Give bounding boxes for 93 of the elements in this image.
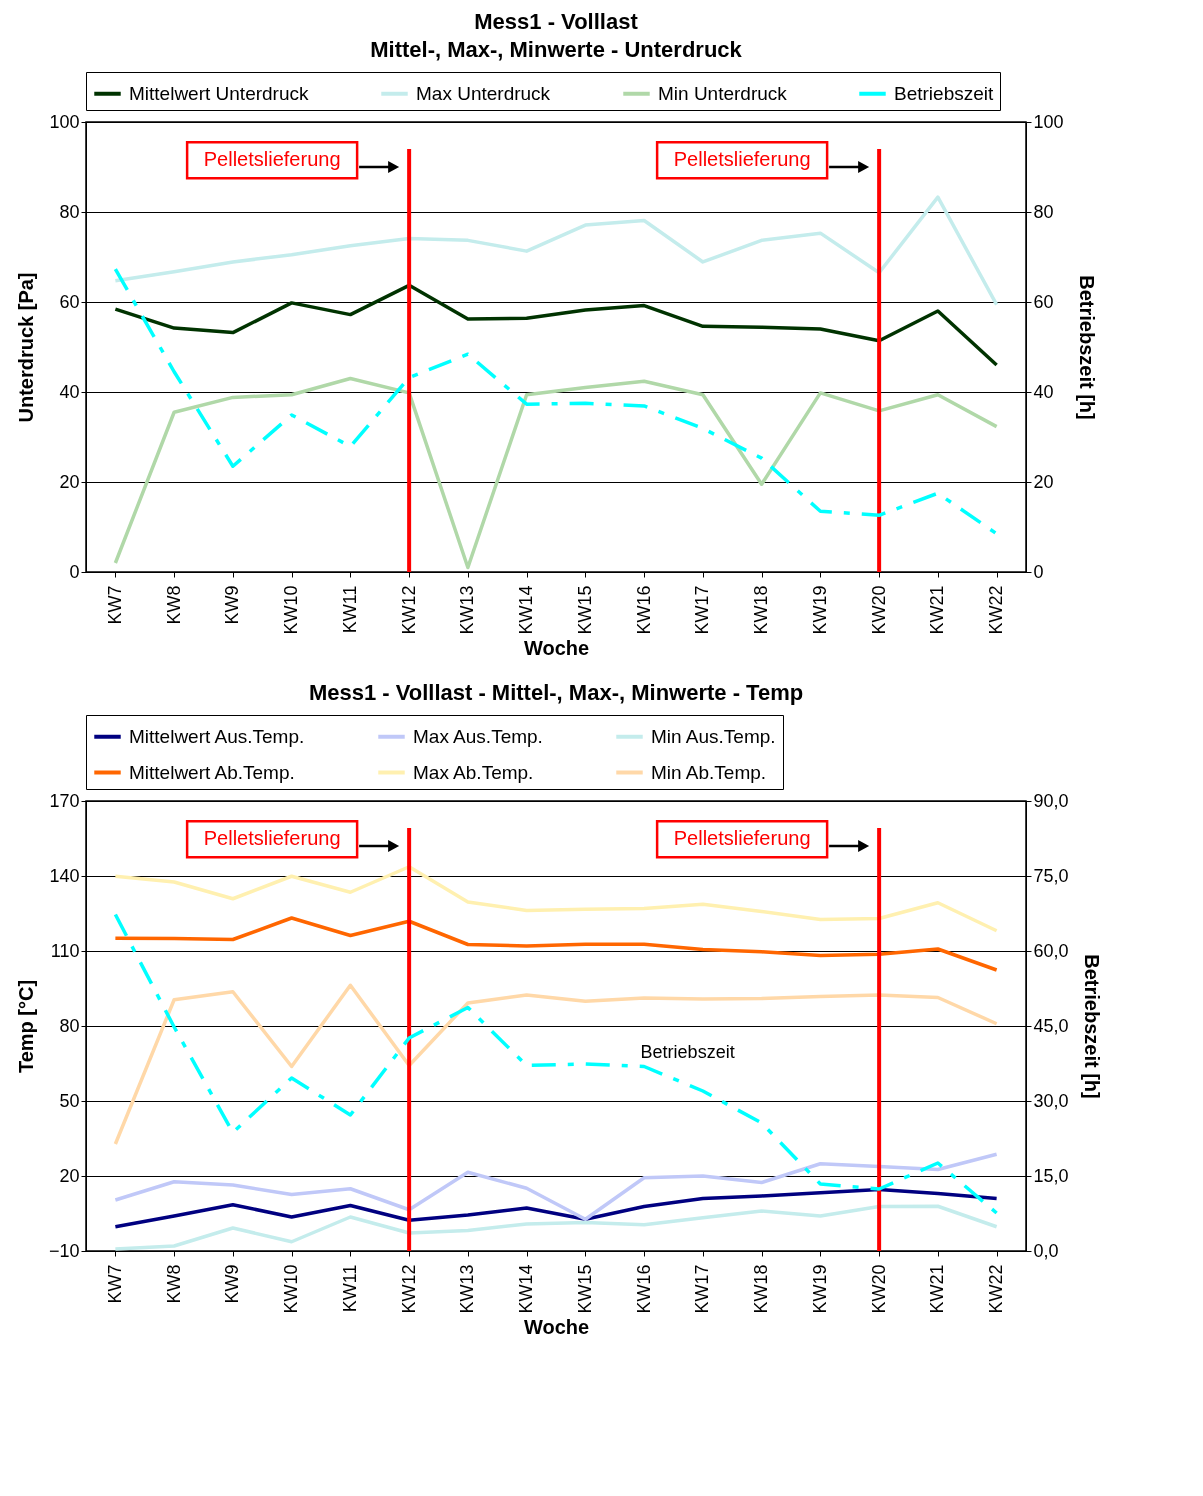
y-tick-label: 80 [59, 201, 80, 222]
y-tick-label: 110 [50, 940, 80, 961]
x-tick-label: KW12 [398, 1264, 419, 1314]
x-tick-label: KW21 [927, 1264, 948, 1314]
y-tick-label: 20 [59, 471, 80, 492]
y-tick-label: −10 [48, 1240, 80, 1261]
chart-subtitle: Mittel-, Max-, Minwerte - Unterdruck [370, 36, 743, 62]
y2-tick-label: 0,0 [1033, 1240, 1059, 1261]
legend-label: Mittelwert Unterdruck [129, 82, 309, 104]
chart-title: Mess1 - Volllast - Mittel-, Max-, Minwerte - Temp [308, 679, 804, 705]
legend-label: Max Aus.Temp. [413, 725, 543, 747]
x-tick-label: KW8 [163, 585, 184, 625]
x-tick-label: KW11 [339, 1264, 360, 1313]
y2-tick-label: 80 [1033, 201, 1054, 222]
x-tick-label: KW8 [163, 1264, 184, 1304]
y2-tick-label: 30,0 [1033, 1090, 1069, 1111]
x-tick-label: KW15 [574, 585, 595, 635]
x-tick-label: KW7 [104, 585, 125, 625]
annotation: Betriebszeit [640, 1042, 735, 1062]
line-series [113, 1152, 999, 1221]
x-tick-label: KW21 [927, 585, 948, 635]
y-axis-title: Temp [°C] [14, 979, 37, 1074]
x-axis-title: Woche [523, 1315, 590, 1338]
y2-tick-label: 60 [1033, 291, 1054, 312]
line-series [113, 865, 999, 933]
y2-tick-label: 100 [1033, 111, 1064, 132]
x-tick-label: KW16 [633, 585, 654, 635]
y-tick-label: 170 [49, 790, 80, 811]
x-axis-title: Woche [523, 636, 590, 659]
line-series [113, 983, 999, 1146]
x-tick-label: KW16 [633, 1264, 654, 1314]
x-tick-label: KW17 [692, 585, 713, 635]
x-tick-label: KW10 [281, 585, 302, 635]
x-tick-label: KW22 [986, 585, 1007, 635]
legend-label: Betriebszeit [894, 82, 994, 104]
line-series [113, 1204, 999, 1251]
x-tick-label: KW18 [751, 585, 772, 635]
x-tick-label: KW9 [222, 1264, 243, 1304]
line-series [113, 195, 999, 307]
line-series [113, 1187, 999, 1229]
x-tick-label: KW15 [574, 1264, 595, 1314]
legend-label: Min Ab.Temp. [651, 761, 767, 783]
y2-tick-label: 20 [1033, 471, 1054, 492]
y2-axis-title: Betriebszeit [h] [1080, 954, 1103, 1099]
y-tick-label: 80 [59, 1015, 80, 1036]
ref-line-label: Pelletslieferung [673, 827, 811, 850]
y-tick-label: 40 [59, 381, 80, 402]
legend-label: Min Aus.Temp. [651, 725, 776, 747]
y2-tick-label: 90,0 [1033, 790, 1069, 811]
x-tick-label: KW20 [868, 585, 889, 635]
y2-tick-label: 45,0 [1033, 1015, 1069, 1036]
y-tick-label: 100 [49, 111, 80, 132]
line-series [113, 376, 999, 570]
x-tick-label: KW10 [281, 1264, 302, 1314]
legend-label: Max Ab.Temp. [413, 761, 534, 783]
x-tick-label: KW17 [692, 1264, 713, 1314]
y2-tick-label: 75,0 [1033, 865, 1069, 886]
x-tick-label: KW7 [104, 1264, 125, 1304]
x-tick-label: KW19 [809, 585, 830, 635]
y2-axis-title: Betriebszeit [h] [1075, 275, 1098, 420]
x-tick-label: KW14 [516, 1264, 537, 1314]
x-tick-label: KW13 [457, 585, 478, 635]
line-series [113, 916, 999, 972]
legend-label: Max Unterdruck [416, 82, 551, 104]
y2-tick-label: 0 [1033, 561, 1044, 582]
ref-line-label: Pelletslieferung [673, 148, 811, 171]
ref-line-label: Pelletslieferung [203, 827, 341, 850]
line-series [113, 283, 999, 367]
x-tick-label: KW13 [457, 1264, 478, 1314]
y-tick-label: 0 [69, 561, 80, 582]
y-tick-label: 60 [59, 291, 80, 312]
legend-label: Min Unterdruck [658, 82, 788, 104]
legend-label: Mittelwert Ab.Temp. [129, 761, 295, 783]
x-tick-label: KW12 [398, 585, 419, 635]
legend-label: Mittelwert Aus.Temp. [129, 725, 305, 747]
x-tick-label: KW11 [339, 585, 360, 634]
y-axis-title: Unterdruck [Pa] [15, 272, 38, 423]
y2-tick-label: 15,0 [1033, 1165, 1069, 1186]
line-series [113, 912, 999, 1215]
ref-line-label: Pelletslieferung [203, 148, 341, 171]
y-tick-label: 140 [49, 865, 80, 886]
chart-title: Mess1 - Volllast [474, 8, 639, 34]
y-tick-label: 50 [59, 1090, 80, 1111]
x-tick-label: KW22 [986, 1264, 1007, 1314]
line-series [113, 267, 999, 536]
y-tick-label: 20 [59, 1165, 80, 1186]
x-tick-label: KW19 [809, 1264, 830, 1314]
x-tick-label: KW18 [751, 1264, 772, 1314]
x-tick-label: KW9 [222, 585, 243, 625]
y2-tick-label: 60,0 [1033, 940, 1069, 961]
x-tick-label: KW20 [868, 1264, 889, 1314]
y2-tick-label: 40 [1033, 381, 1054, 402]
x-tick-label: KW14 [516, 585, 537, 635]
